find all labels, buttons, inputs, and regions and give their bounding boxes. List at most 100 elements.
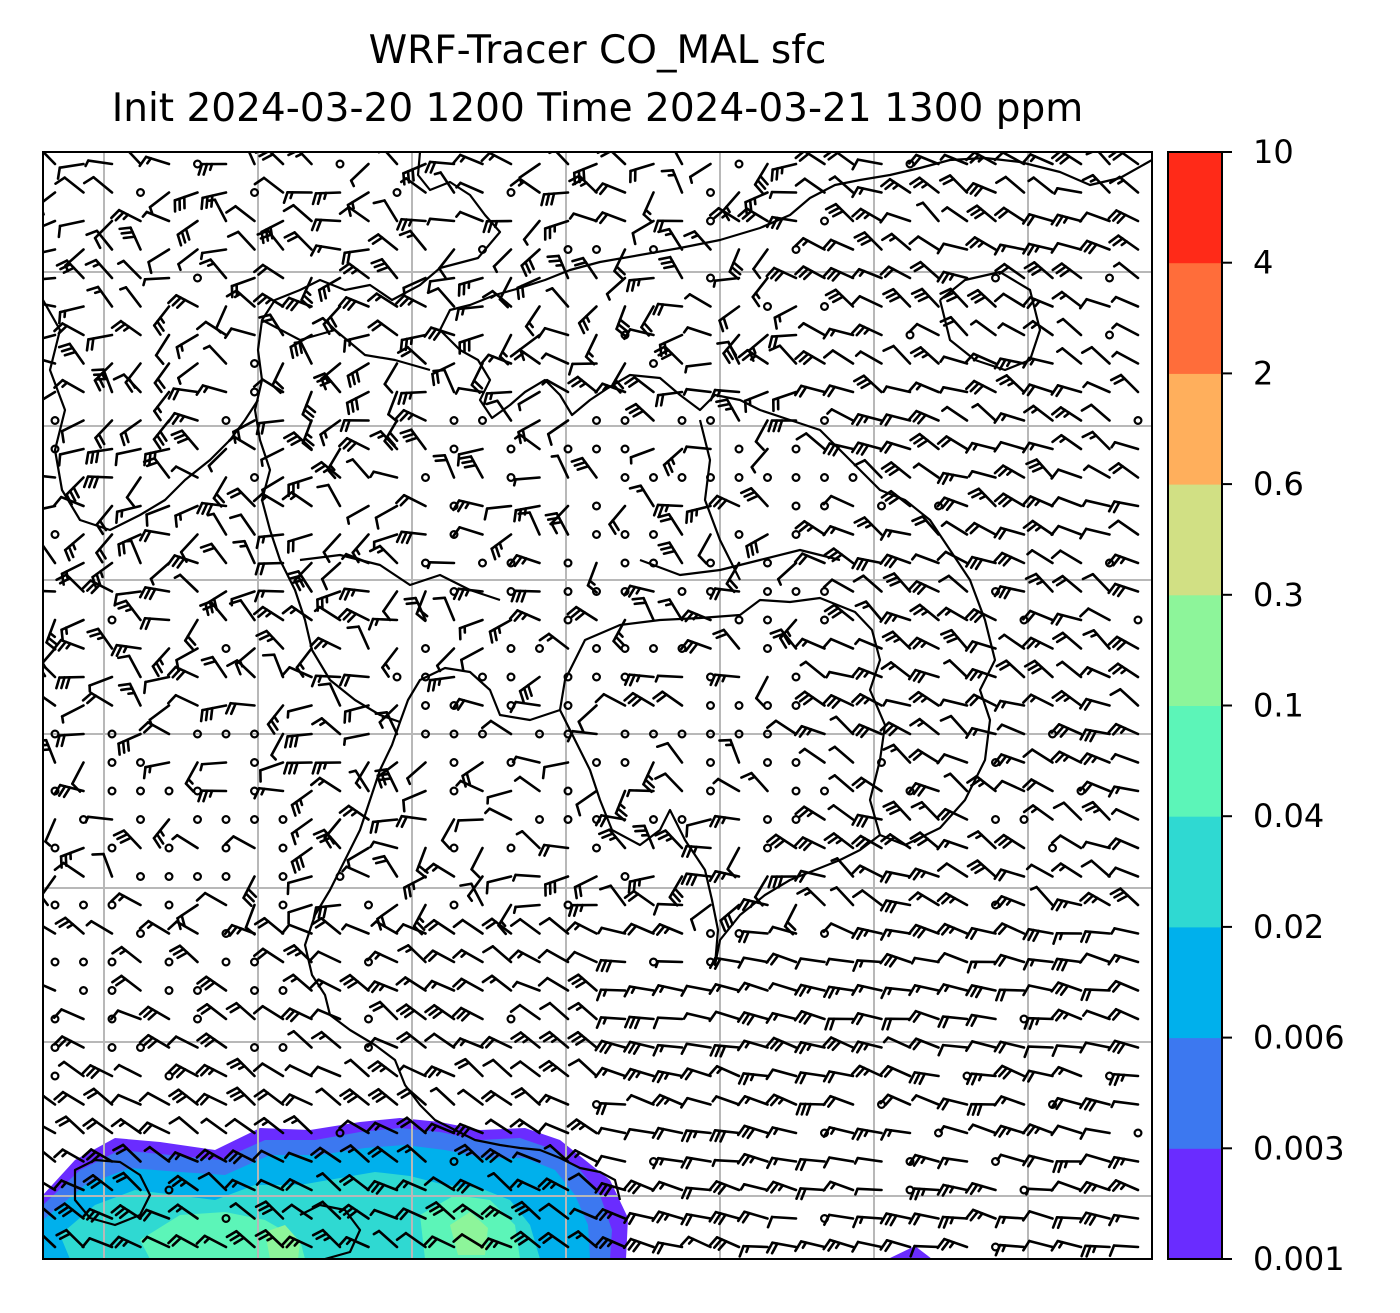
wind-barb (396, 217, 427, 232)
wind-barb (367, 617, 399, 631)
wind-barb (822, 238, 855, 252)
chart-title: WRF-Tracer CO_MAL sfc (368, 28, 827, 73)
plume-band-0.1 (265, 1212, 488, 1259)
wind-barb (372, 199, 399, 223)
wind-barb (138, 1005, 171, 1021)
wind-barb (793, 836, 826, 852)
wind-barb (224, 327, 256, 340)
wind-calm-marker (705, 786, 715, 796)
wind-barb (402, 875, 427, 900)
wind-barb (485, 875, 513, 895)
wind-barb (795, 1187, 826, 1201)
wind-barb (138, 529, 171, 543)
wind-barb (253, 786, 285, 800)
wind-barb (85, 229, 114, 251)
colorbar-tick-label: 2 (1253, 354, 1273, 392)
wind-calm-marker (221, 643, 231, 653)
wind-barb (383, 362, 399, 394)
wind-barb (626, 789, 655, 798)
wind-barb (708, 494, 741, 510)
wind-calm-marker (791, 814, 801, 824)
wind-barb (794, 1071, 826, 1085)
wind-barb (311, 191, 342, 206)
wind-barb (711, 1158, 741, 1168)
wind-calm-marker (449, 729, 459, 739)
wind-barb (138, 1091, 171, 1106)
colorbar-tick-label: 0.02 (1253, 908, 1324, 946)
wind-calm-marker (591, 501, 601, 511)
wind-barb (793, 637, 826, 650)
wind-barb (459, 882, 484, 907)
wind-barb (370, 257, 399, 280)
wind-barb (195, 1234, 228, 1249)
wind-barb (567, 1230, 598, 1249)
wind-barb (280, 1178, 313, 1192)
wind-calm-marker (534, 814, 544, 824)
wind-barb (657, 227, 684, 251)
wind-calm-marker (278, 1042, 288, 1052)
wind-barb (125, 476, 142, 508)
wind-barb (149, 561, 171, 586)
wind-barb (313, 372, 342, 394)
wind-calm-marker (563, 786, 573, 796)
colorbar-ticks: 0.001 0.003 0.006 0.02 0.04 0.1 0.3 0.6 2 4 10 (1222, 133, 1345, 1278)
wind-barb (594, 1039, 627, 1055)
wind-calm-marker (250, 985, 260, 995)
wind-barb (719, 903, 741, 933)
wind-barb (259, 761, 285, 783)
wind-barb (594, 814, 627, 828)
wind-barb (345, 390, 370, 416)
wind-calm-marker (705, 558, 715, 568)
wind-barb (91, 852, 114, 878)
wind-barb (595, 1016, 627, 1029)
wind-barb (773, 305, 798, 330)
wind-barb (623, 985, 655, 998)
wind-barb (768, 982, 798, 992)
wind-barb (509, 1060, 541, 1078)
wind-barb (366, 292, 399, 308)
wind-barb (480, 1237, 513, 1251)
wind-barb (458, 455, 484, 479)
wind-barb (546, 419, 570, 446)
wind-barb (43, 1150, 57, 1163)
wind-barb (455, 305, 484, 322)
wind-barb (252, 1004, 285, 1021)
wind-calm-marker (250, 473, 260, 483)
wind-calm-marker (278, 871, 288, 881)
wind-barb (544, 512, 570, 536)
wind-barb (406, 761, 427, 786)
wind-barb (53, 322, 85, 337)
wind-calm-marker (563, 814, 573, 824)
wind-calm-marker (705, 188, 715, 198)
wind-barb (175, 333, 199, 360)
wind-barb (605, 276, 627, 301)
wind-barb (652, 302, 684, 316)
border-3 (639, 548, 841, 577)
wind-barb (55, 732, 85, 748)
wind-barb (338, 262, 370, 280)
wind-barb (367, 1087, 399, 1106)
wind-barb (497, 903, 513, 936)
wind-calm-marker (50, 900, 60, 910)
wind-barb (480, 1205, 513, 1220)
wind-calm-marker (50, 729, 60, 739)
wind-barb (349, 162, 370, 188)
wind-barb (509, 348, 541, 365)
wind-barb (200, 655, 228, 679)
wind-barb (509, 1003, 541, 1021)
wind-barb (586, 561, 598, 594)
wind-calm-marker (819, 615, 829, 625)
tracer-plume (43, 1118, 932, 1259)
wind-barb (623, 691, 655, 707)
wind-barb (794, 177, 826, 194)
wind-barb (524, 305, 541, 337)
wind-barb (577, 305, 598, 335)
wind-barb (195, 384, 228, 396)
wind-calm-marker (449, 786, 459, 796)
wind-calm-marker (705, 473, 715, 483)
wind-calm-marker (648, 529, 658, 539)
wind-barb (509, 700, 541, 714)
wind-barb (341, 248, 370, 265)
colorbar-band (1168, 1037, 1222, 1149)
wind-calm-marker (506, 473, 516, 483)
